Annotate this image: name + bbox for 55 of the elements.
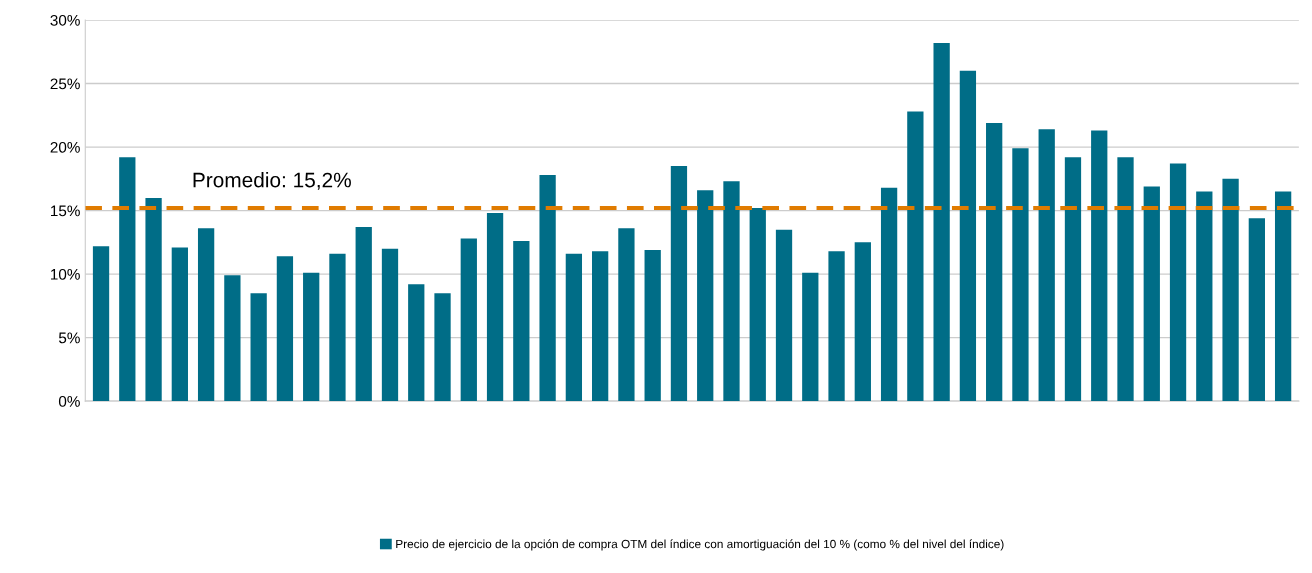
bar bbox=[408, 284, 425, 402]
bar bbox=[276, 256, 294, 402]
y-tick-label: 5% bbox=[58, 332, 80, 344]
bar bbox=[1117, 157, 1134, 402]
bar bbox=[486, 213, 504, 402]
bar bbox=[854, 242, 871, 402]
bar bbox=[723, 181, 740, 402]
bar bbox=[434, 293, 451, 402]
bar bbox=[644, 249, 661, 402]
bar bbox=[145, 197, 162, 402]
ref-line-label: Promedio: 15,2% bbox=[193, 172, 351, 190]
bar bbox=[171, 247, 188, 402]
bar bbox=[1222, 178, 1239, 402]
bar bbox=[986, 122, 1003, 402]
bar bbox=[460, 238, 477, 402]
bar bbox=[539, 175, 556, 402]
bar bbox=[959, 70, 977, 402]
bar bbox=[1169, 163, 1187, 402]
bar bbox=[119, 157, 136, 402]
y-tick-label: 10% bbox=[51, 268, 80, 280]
bar bbox=[1143, 186, 1160, 402]
bar bbox=[933, 42, 950, 402]
y-tick-label: 25% bbox=[50, 78, 80, 90]
bar bbox=[381, 248, 399, 402]
bar bbox=[565, 253, 583, 402]
bar bbox=[355, 227, 372, 402]
bar bbox=[670, 166, 688, 402]
bar bbox=[592, 251, 609, 402]
bar bbox=[1038, 129, 1055, 402]
bar bbox=[1064, 157, 1082, 402]
bar bbox=[697, 190, 714, 402]
bar bbox=[329, 253, 346, 402]
bar bbox=[749, 208, 766, 402]
bar bbox=[828, 251, 845, 402]
bar bbox=[197, 228, 215, 402]
bar bbox=[802, 272, 819, 402]
bar bbox=[1274, 191, 1292, 402]
bar bbox=[775, 229, 793, 402]
bar bbox=[618, 228, 635, 402]
bar bbox=[303, 272, 320, 402]
y-tick-label: 30% bbox=[50, 14, 80, 26]
bar bbox=[880, 187, 898, 402]
y-tick-label: 20% bbox=[50, 141, 80, 153]
bar bbox=[250, 293, 267, 402]
bar bbox=[513, 241, 530, 402]
legend-label: Precio de ejercicio de la opción de compra OTM del índice con amortiguación del 10 % (como % del nivel del índice) bbox=[396, 539, 1004, 551]
bar bbox=[1091, 130, 1108, 402]
bar bbox=[224, 275, 241, 402]
y-tick-label: 0% bbox=[58, 395, 80, 407]
bar bbox=[1196, 191, 1213, 402]
bar bbox=[1012, 148, 1029, 402]
bar bbox=[1248, 218, 1265, 402]
y-tick-label: 15% bbox=[51, 205, 80, 217]
bar bbox=[907, 111, 924, 402]
bar bbox=[92, 246, 110, 402]
